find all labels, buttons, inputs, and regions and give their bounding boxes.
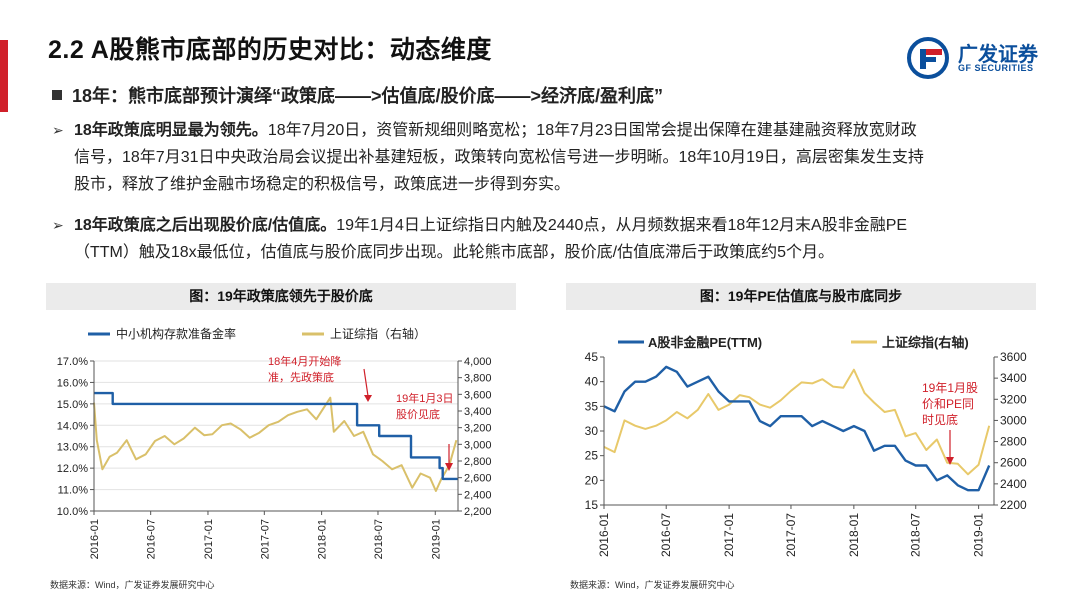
- left-annotation-1-arrowhead: [364, 395, 372, 402]
- y-right-tick-label: 2800: [1000, 435, 1027, 449]
- left-chart-source: 数据来源：Wind，广发证券发展研究中心: [50, 580, 215, 590]
- series-left-line: [603, 365, 991, 492]
- y-right-tick-label: 3,800: [464, 373, 492, 385]
- right-chart-axes: 15 20 25 30 35 40 45 2200 2400 2600 2800 3000 3200 34…: [585, 350, 1027, 557]
- y-right-tick-label: 3,200: [464, 423, 492, 435]
- y-left-tick-label: 20: [585, 473, 599, 487]
- page-title: 2.2 A股熊市底部的历史对比：动态维度: [48, 36, 492, 64]
- x-tick-label: 2017-07: [784, 513, 798, 557]
- paragraph-2-line-1: 18年政策底之后出现股价底/估值底。19年1月4日上证综指日内触及2440点，从…: [52, 212, 1052, 239]
- paragraph-1: ➢ 18年政策底明显最为领先。18年7月20日，资管新规细则略宽松；18年7月2…: [52, 117, 1052, 198]
- right-chart-title: 图：19年PE估值底与股市底同步: [566, 283, 1036, 310]
- x-tick-label: 2019-01: [972, 513, 986, 557]
- arrow-bullet-icon: ➢: [52, 122, 64, 138]
- y-right-tick-label: 3,600: [464, 389, 492, 401]
- y-right-tick-label: 2,200: [464, 506, 492, 518]
- x-tick-label: 2016-07: [659, 513, 673, 557]
- y-right-tick-label: 2200: [1000, 498, 1027, 512]
- right-annotation-line-2: 价和PE同: [922, 397, 974, 411]
- paragraph-2: ➢ 18年政策底之后出现股价底/估值底。19年1月4日上证综指日内触及2440点…: [52, 212, 1052, 266]
- y-left-tick-label: 11.0%: [58, 485, 89, 497]
- y-left-tick-label: 14.0%: [57, 420, 88, 432]
- right-chart-series: [603, 365, 991, 492]
- y-right-tick-label: 2400: [1000, 477, 1027, 491]
- square-bullet-icon: [52, 90, 62, 100]
- right-chart: A股非金融PE(TTM) 上证综指(右轴) 15 20 25 30 35 40 45 2200…: [585, 335, 1027, 557]
- y-right-tick-label: 3,000: [464, 439, 492, 451]
- y-right-tick-label: 3400: [1000, 371, 1027, 385]
- x-tick-label: 2016-01: [597, 513, 611, 557]
- y-left-tick-label: 25: [585, 449, 599, 463]
- gf-logo-icon: [907, 37, 949, 79]
- logo-name: 广发证券: [958, 44, 1038, 66]
- left-annotation-2-line-1: 19年1月3日: [396, 391, 453, 405]
- x-tick-label: 2018-07: [373, 519, 385, 559]
- y-left-tick-label: 40: [585, 375, 599, 389]
- y-right-tick-label: 4,000: [464, 356, 492, 368]
- paragraph-1-line-2: 信号，18年7月31日中央政治局会议提出补基建短板，政策转向宽松信号进一步明晰。…: [74, 149, 924, 166]
- y-left-tick-label: 30: [585, 424, 599, 438]
- left-chart-title: 图：19年政策底领先于股价底: [46, 283, 516, 310]
- legend-label-shanghai-index: 上证综指（右轴）: [330, 326, 426, 341]
- series-right-line: [603, 368, 991, 476]
- y-left-tick-label: 16.0%: [57, 377, 88, 389]
- y-left-tick-label: 15.0%: [57, 399, 88, 411]
- y-left-tick-label: 15: [585, 498, 599, 512]
- paragraph-1-bold: 18年政策底明显最为领先。: [74, 122, 268, 139]
- y-left-tick-label: 12.0%: [57, 463, 88, 475]
- y-left-tick-label: 45: [585, 350, 599, 364]
- left-chart: 中小机构存款准备金率 上证综指（右轴） 10.0% 11.0% 12.0% 13.0%…: [57, 326, 492, 559]
- right-annotation-line-3: 时见底: [922, 412, 958, 427]
- arrow-bullet-icon: ➢: [52, 217, 64, 233]
- x-tick-label: 2018-01: [317, 519, 329, 559]
- y-right-tick-label: 3200: [1000, 392, 1027, 406]
- gf-logo: 广发证券 GF SECURITIES: [906, 36, 1056, 80]
- y-left-tick-label: 13.0%: [57, 442, 88, 454]
- x-tick-label: 2018-01: [847, 513, 861, 557]
- paragraph-1-line-3: 股市，释放了维护金融市场稳定的积极信号，政策底进一步得到夯实。: [74, 176, 571, 193]
- y-right-tick-label: 2,600: [464, 473, 492, 485]
- y-right-tick-label: 2,800: [464, 456, 492, 468]
- left-annotation-1-arrow: [363, 368, 369, 397]
- x-tick-label: 2019-01: [430, 519, 442, 559]
- left-chart-axes: 10.0% 11.0% 12.0% 13.0% 14.0% 15.0% 16.0% 17.0%…: [57, 356, 492, 559]
- right-chart-source: 数据来源：Wind，广发证券发展研究中心: [570, 580, 735, 590]
- y-right-tick-label: 2600: [1000, 456, 1027, 470]
- left-annotation-1-line-1: 18年4月开始降: [268, 354, 341, 368]
- x-tick-label: 2016-01: [89, 519, 101, 559]
- y-left-tick-label: 35: [585, 399, 599, 413]
- paragraph-2-bold: 18年政策底之后出现股价底/估值底。: [74, 217, 337, 234]
- left-annotation-1-line-2: 准，先政策底: [268, 370, 334, 384]
- y-left-tick-label: 17.0%: [57, 356, 88, 368]
- x-tick-label: 2016-07: [146, 519, 158, 559]
- headline: 18年：熊市底部预计演绎“政策底——>估值底/股价底——>经济底/盈利底”: [72, 86, 664, 106]
- series-left-line: [94, 391, 458, 481]
- paragraph-2-text: 19年1月4日上证综指日内触及2440点，从月频数据来看18年12月末A股非金融…: [336, 217, 908, 234]
- left-chart-series: [93, 391, 458, 492]
- paragraph-1-text: 18年7月20日，资管新规细则略宽松；18年7月23日国常会提出保障在建基建融资…: [267, 122, 917, 139]
- paragraph-2-line-2: （TTM）触及18x最低位，估值底与股价底同步出现。此轮熊市底部，股价底/估值底…: [74, 244, 835, 261]
- legend-label-shanghai-index: 上证综指(右轴): [882, 335, 969, 350]
- accent-bar: [0, 40, 8, 112]
- x-tick-label: 2017-01: [722, 513, 736, 557]
- x-tick-label: 2017-07: [259, 519, 271, 559]
- paragraph-1-line-1: 18年政策底明显最为领先。18年7月20日，资管新规细则略宽松；18年7月23日…: [52, 117, 1052, 144]
- y-right-tick-label: 3000: [1000, 413, 1027, 427]
- legend-label-pe: A股非金融PE(TTM): [648, 335, 762, 350]
- left-annotation-2-line-2: 股价见底: [396, 407, 440, 421]
- y-left-tick-label: 10.0%: [57, 506, 88, 518]
- y-right-tick-label: 3,400: [464, 406, 492, 418]
- right-annotation-arrowhead: [946, 457, 954, 465]
- x-tick-label: 2018-07: [909, 513, 923, 557]
- y-right-tick-label: 2,400: [464, 489, 492, 501]
- x-tick-label: 2017-01: [203, 519, 215, 559]
- right-annotation-line-1: 19年1月股: [922, 381, 978, 395]
- legend-label-reserve-ratio: 中小机构存款准备金率: [116, 326, 236, 341]
- logo-subtitle: GF SECURITIES: [958, 63, 1034, 73]
- left-annotation-2-arrowhead: [445, 463, 453, 471]
- series-right-line: [93, 396, 458, 492]
- y-right-tick-label: 3600: [1000, 350, 1027, 364]
